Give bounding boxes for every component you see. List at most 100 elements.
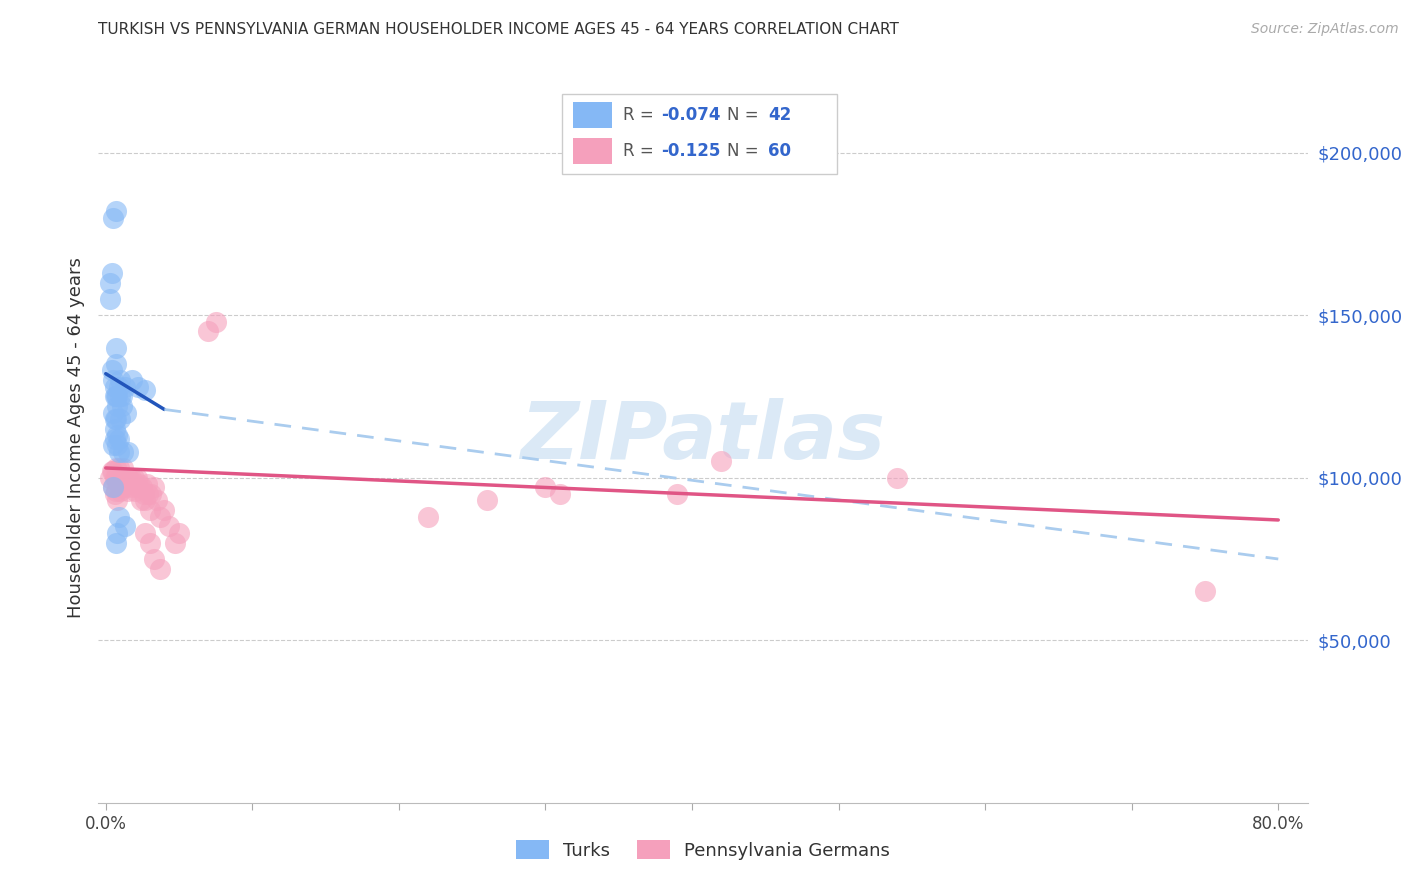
FancyBboxPatch shape bbox=[562, 94, 837, 174]
Point bbox=[111, 399, 134, 413]
Point bbox=[886, 471, 908, 485]
Point bbox=[108, 477, 131, 491]
Bar bbox=[574, 102, 612, 128]
Point bbox=[122, 471, 145, 485]
Point bbox=[146, 493, 169, 508]
Point bbox=[114, 380, 136, 394]
Point bbox=[108, 461, 131, 475]
Point bbox=[121, 480, 143, 494]
Point bbox=[112, 471, 135, 485]
Point bbox=[143, 552, 166, 566]
Point bbox=[134, 383, 156, 397]
Point bbox=[666, 487, 689, 501]
Point bbox=[134, 526, 156, 541]
Point bbox=[101, 464, 124, 478]
Point bbox=[1194, 584, 1216, 599]
Point bbox=[138, 535, 160, 549]
Point bbox=[101, 438, 124, 452]
Point bbox=[204, 315, 226, 329]
Point bbox=[124, 483, 146, 498]
Point bbox=[107, 389, 129, 403]
Point bbox=[114, 477, 136, 491]
Point bbox=[141, 487, 163, 501]
Point bbox=[103, 389, 125, 403]
Point bbox=[534, 480, 557, 494]
Point bbox=[149, 509, 172, 524]
Point bbox=[114, 471, 136, 485]
Text: Source: ZipAtlas.com: Source: ZipAtlas.com bbox=[1251, 22, 1399, 37]
Point bbox=[107, 493, 129, 508]
Point bbox=[105, 412, 128, 426]
Point bbox=[107, 526, 129, 541]
Point bbox=[105, 357, 128, 371]
Point bbox=[418, 509, 440, 524]
Point bbox=[108, 444, 131, 458]
Point bbox=[132, 487, 155, 501]
Point bbox=[117, 483, 139, 498]
Point bbox=[131, 480, 153, 494]
Point bbox=[149, 562, 172, 576]
Point bbox=[710, 454, 733, 468]
Point bbox=[107, 438, 129, 452]
Point bbox=[134, 493, 156, 508]
Point bbox=[127, 380, 149, 394]
Point bbox=[103, 471, 125, 485]
Point bbox=[129, 493, 152, 508]
Point bbox=[110, 483, 132, 498]
Point bbox=[125, 471, 148, 485]
Point bbox=[105, 483, 128, 498]
Point bbox=[105, 471, 128, 485]
Point bbox=[112, 461, 135, 475]
Point bbox=[103, 380, 125, 394]
Point bbox=[107, 428, 129, 442]
Text: 60: 60 bbox=[768, 143, 792, 161]
Point bbox=[105, 341, 128, 355]
Point bbox=[103, 422, 125, 436]
Bar bbox=[574, 137, 612, 164]
Point bbox=[110, 389, 132, 403]
Text: TURKISH VS PENNSYLVANIA GERMAN HOUSEHOLDER INCOME AGES 45 - 64 YEARS CORRELATION: TURKISH VS PENNSYLVANIA GERMAN HOUSEHOLD… bbox=[98, 22, 900, 37]
Point bbox=[101, 373, 124, 387]
Point bbox=[110, 412, 132, 426]
Point bbox=[103, 432, 125, 446]
Text: 42: 42 bbox=[768, 106, 792, 124]
Point bbox=[117, 471, 139, 485]
Y-axis label: Householder Income Ages 45 - 64 years: Householder Income Ages 45 - 64 years bbox=[66, 257, 84, 617]
Point bbox=[110, 471, 132, 485]
Point bbox=[127, 480, 149, 494]
Point bbox=[107, 474, 129, 488]
Point bbox=[101, 211, 124, 225]
Point bbox=[98, 276, 121, 290]
Point bbox=[108, 509, 131, 524]
Point bbox=[100, 464, 122, 478]
Point bbox=[153, 503, 176, 517]
Point bbox=[100, 363, 122, 377]
Point bbox=[114, 519, 136, 533]
Point bbox=[103, 412, 125, 426]
Point bbox=[118, 471, 141, 485]
Point bbox=[135, 477, 157, 491]
Point bbox=[121, 373, 143, 387]
Point bbox=[105, 535, 128, 549]
Point bbox=[143, 480, 166, 494]
Text: -0.074: -0.074 bbox=[661, 106, 721, 124]
Point bbox=[98, 292, 121, 306]
Point bbox=[105, 204, 128, 219]
Point bbox=[107, 399, 129, 413]
Point bbox=[98, 471, 121, 485]
Point bbox=[108, 380, 131, 394]
Point bbox=[128, 477, 150, 491]
Point bbox=[167, 526, 190, 541]
Point bbox=[111, 389, 134, 403]
Point bbox=[103, 487, 125, 501]
Point bbox=[138, 503, 160, 517]
Point bbox=[108, 432, 131, 446]
Point bbox=[157, 519, 180, 533]
Text: N =: N = bbox=[727, 106, 763, 124]
Point bbox=[100, 266, 122, 280]
Point bbox=[475, 493, 498, 508]
Point bbox=[115, 406, 138, 420]
Text: R =: R = bbox=[623, 106, 659, 124]
Point bbox=[110, 373, 132, 387]
Point bbox=[101, 480, 124, 494]
